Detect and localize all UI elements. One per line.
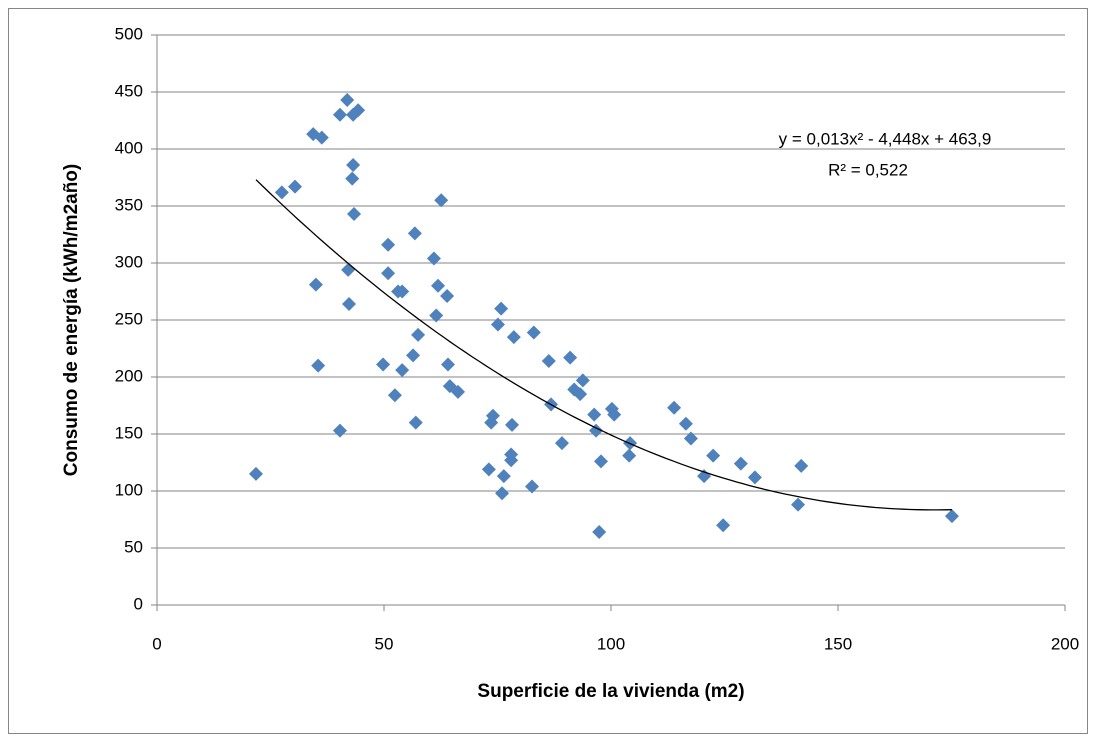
point bbox=[592, 525, 607, 540]
y-tick-label: 250 bbox=[115, 309, 143, 328]
point bbox=[440, 289, 455, 304]
point bbox=[563, 350, 578, 365]
point bbox=[495, 486, 510, 501]
x-tick-label: 50 bbox=[375, 634, 394, 653]
y-tick-label: 400 bbox=[115, 138, 143, 157]
point bbox=[345, 171, 360, 186]
point bbox=[311, 358, 326, 373]
point bbox=[340, 92, 355, 107]
point bbox=[526, 325, 541, 340]
point bbox=[607, 407, 622, 422]
point bbox=[347, 206, 362, 221]
point bbox=[426, 251, 441, 266]
point bbox=[794, 458, 809, 473]
point bbox=[346, 157, 361, 172]
point bbox=[554, 436, 569, 451]
point bbox=[747, 470, 762, 485]
point bbox=[494, 301, 509, 316]
trendline-r2: R² = 0,522 bbox=[828, 160, 908, 179]
point bbox=[594, 454, 609, 469]
point bbox=[587, 407, 602, 422]
y-tick-label: 200 bbox=[115, 366, 143, 385]
point bbox=[387, 388, 402, 403]
point bbox=[407, 226, 422, 241]
point bbox=[376, 357, 391, 372]
point bbox=[716, 518, 731, 533]
x-axis-title: Superficie de la vivienda (m2) bbox=[477, 681, 744, 702]
y-tick-label: 0 bbox=[134, 594, 143, 613]
y-tick-label: 350 bbox=[115, 195, 143, 214]
y-axis-title: Consumo de energía (kWh/m2año) bbox=[61, 164, 82, 476]
point bbox=[683, 431, 698, 446]
point bbox=[342, 297, 357, 312]
point bbox=[288, 179, 303, 194]
point bbox=[429, 308, 444, 323]
x-tick-label: 0 bbox=[152, 634, 161, 653]
point bbox=[481, 462, 496, 477]
point bbox=[431, 278, 446, 293]
x-tick-label: 150 bbox=[824, 634, 852, 653]
point bbox=[622, 448, 637, 463]
y-tick-label: 300 bbox=[115, 252, 143, 271]
y-tick-label: 100 bbox=[115, 480, 143, 499]
point bbox=[541, 354, 556, 369]
point bbox=[504, 447, 519, 462]
point bbox=[332, 423, 347, 438]
point bbox=[706, 448, 721, 463]
point bbox=[308, 277, 323, 292]
point bbox=[573, 387, 588, 402]
point bbox=[434, 193, 449, 208]
trendline-equation: y = 0,013x² - 4,448x + 463,9 bbox=[779, 129, 992, 148]
point bbox=[944, 509, 959, 524]
point bbox=[248, 466, 263, 481]
x-tick-label: 100 bbox=[597, 634, 625, 653]
point bbox=[408, 415, 423, 430]
y-tick-label: 500 bbox=[115, 24, 143, 43]
trendline bbox=[255, 179, 953, 511]
point bbox=[406, 348, 421, 363]
point bbox=[525, 479, 540, 494]
y-tick-label: 450 bbox=[115, 81, 143, 100]
point bbox=[314, 130, 329, 145]
point bbox=[678, 416, 693, 431]
point bbox=[411, 327, 426, 342]
y-tick-label: 50 bbox=[124, 537, 143, 556]
point bbox=[351, 103, 366, 118]
point bbox=[791, 497, 806, 512]
point bbox=[274, 185, 289, 200]
point bbox=[381, 237, 396, 252]
point bbox=[505, 417, 520, 432]
point bbox=[381, 266, 396, 281]
point bbox=[395, 363, 410, 378]
point bbox=[575, 373, 590, 388]
point bbox=[451, 384, 466, 399]
chart-frame bbox=[8, 8, 1088, 734]
y-tick-label: 150 bbox=[115, 423, 143, 442]
point bbox=[506, 330, 521, 345]
point bbox=[484, 415, 499, 430]
point bbox=[589, 423, 604, 438]
point bbox=[490, 317, 505, 332]
x-tick-label: 200 bbox=[1051, 634, 1079, 653]
point bbox=[733, 456, 748, 471]
point bbox=[441, 357, 456, 372]
point bbox=[332, 107, 347, 122]
point bbox=[667, 400, 682, 415]
point bbox=[496, 469, 511, 484]
point bbox=[395, 284, 410, 299]
